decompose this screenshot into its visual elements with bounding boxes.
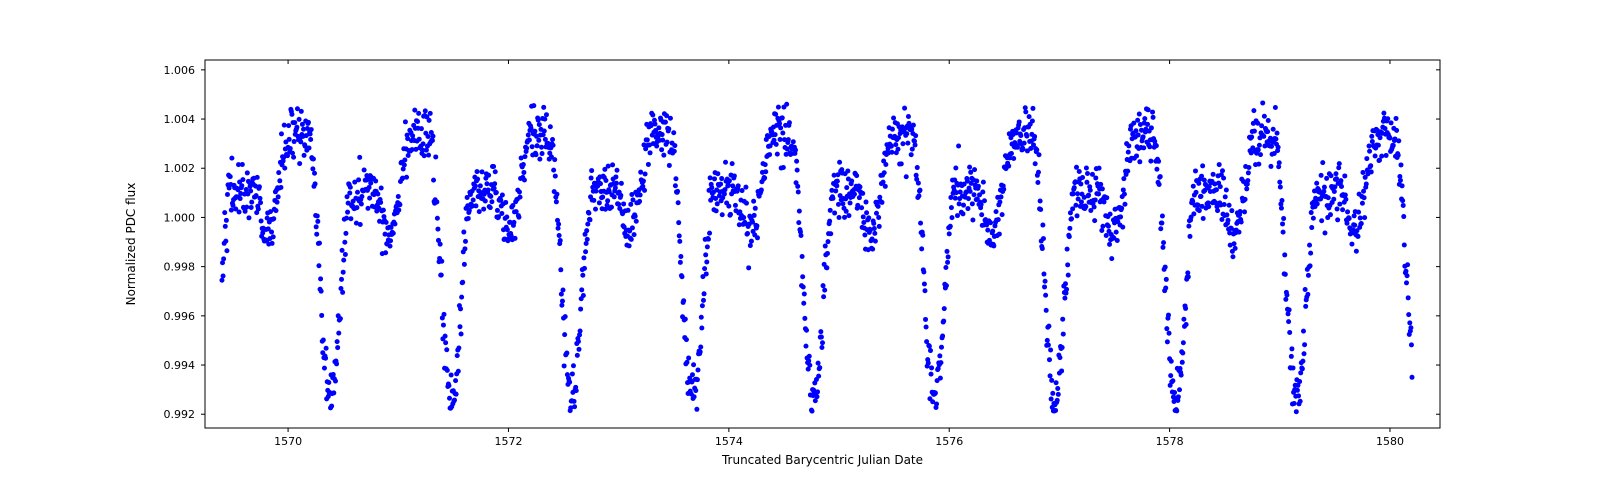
x-axis-label: Truncated Barycentric Julian Date	[721, 453, 923, 467]
x-tick-label: 1570	[274, 435, 302, 448]
scatter-series	[219, 100, 1414, 414]
y-axis-label: Normalized PDC flux	[124, 183, 138, 306]
y-tick-label: 1.002	[164, 162, 196, 175]
x-tick-label: 1574	[715, 435, 743, 448]
y-tick-label: 1.004	[164, 113, 196, 126]
x-tick-label: 1576	[935, 435, 963, 448]
y-tick-label: 1.000	[164, 211, 196, 224]
lightcurve-chart: 1570 1572 1574 1576 1578 1580 Truncated Baryce…	[0, 0, 1600, 500]
y-tick-label: 0.998	[164, 261, 196, 274]
y-tick-label: 0.996	[164, 310, 196, 323]
x-tick-label: 1580	[1376, 435, 1404, 448]
x-tick-label: 1572	[494, 435, 522, 448]
y-tick-label: 1.006	[164, 64, 196, 77]
y-tick-label: 0.994	[164, 359, 196, 372]
x-tick-label: 1578	[1156, 435, 1184, 448]
y-tick-label: 0.992	[164, 408, 196, 421]
